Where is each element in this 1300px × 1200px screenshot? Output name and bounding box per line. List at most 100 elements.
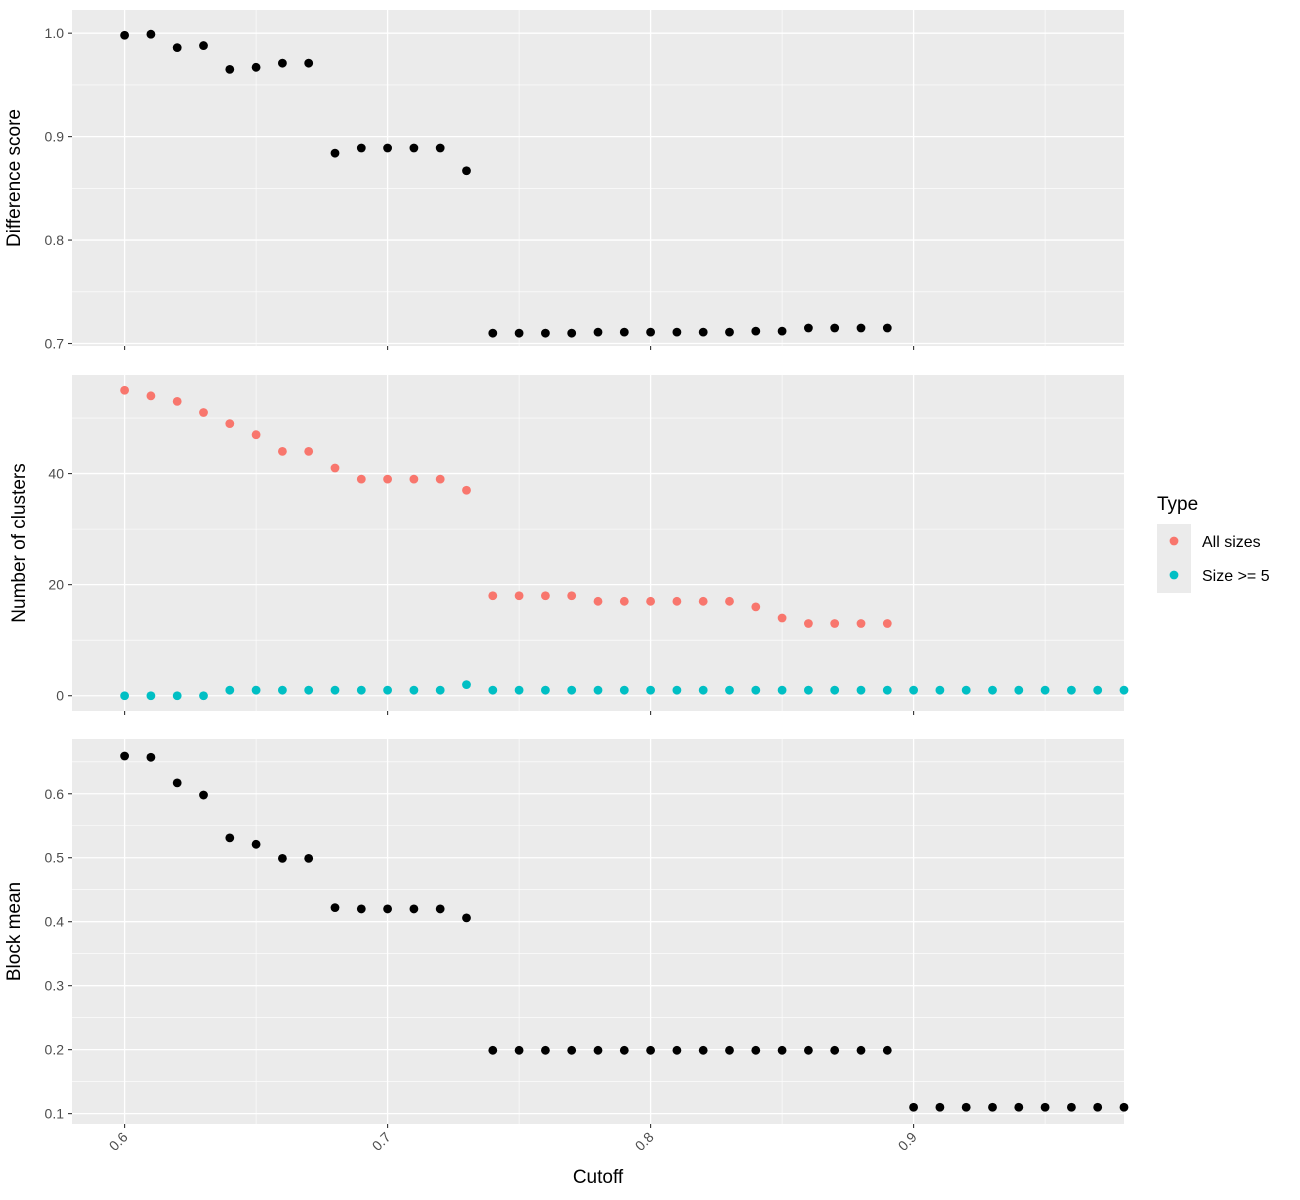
data-point [278,853,287,863]
data-point [409,143,419,153]
data-point [199,408,208,417]
data-point [830,1045,840,1055]
data-point [383,685,392,695]
data-point [1067,1102,1076,1112]
data-point [462,913,471,923]
data-point [830,323,840,333]
data-point [593,685,603,695]
legend-key-0 [1169,536,1179,546]
data-point [225,64,235,74]
data-point [751,602,761,612]
data-point [435,685,445,695]
data-point [541,1045,550,1055]
data-point [225,833,235,843]
data-point [383,474,392,484]
data-point [1014,1102,1024,1112]
data-point [120,691,129,701]
data-point [567,591,577,601]
data-point [698,685,708,695]
y-tick-label: 0.2 [45,1042,65,1058]
data-point [725,685,734,695]
data-point [567,685,577,695]
data-point [593,1045,603,1055]
panel-bottom: 0.1 0.2 0.3 0.4 0.5 0.6 Block mean [4,739,1129,1128]
data-point [488,591,498,601]
y-tick-label: 0.1 [45,1106,65,1122]
panel-background [72,739,1124,1124]
data-point [646,596,655,606]
data-point [804,619,813,628]
data-point [120,751,129,761]
data-point [488,685,498,695]
data-point [251,62,261,72]
data-point [751,326,761,336]
series-size-5 [120,680,1129,701]
data-point [278,58,287,68]
data-point [698,1045,708,1055]
data-point [856,1045,866,1055]
x-tick-label: 0.8 [632,1129,657,1154]
y-axis-title: Difference score [4,109,25,247]
data-point [777,1045,787,1055]
data-point [935,1102,945,1112]
data-point [172,43,182,53]
y-tick-label: 0 [56,688,64,704]
data-point [646,1045,655,1055]
data-point [146,391,156,401]
x-tick-label: 0.9 [895,1129,920,1154]
y-tick-label: 0.3 [45,978,65,994]
data-point [619,1045,629,1055]
data-point [356,904,366,914]
data-point [409,474,419,484]
data-point [304,853,314,863]
data-point [882,685,892,695]
legend-key-1 [1169,570,1179,580]
data-point [330,903,340,913]
data-point [882,1045,892,1055]
data-point [777,326,787,336]
data-point [172,396,182,406]
data-point [1119,1102,1129,1112]
data-point [961,1102,971,1112]
data-point [304,58,314,68]
data-point [856,685,866,695]
y-tick-label: 0.6 [45,786,65,802]
data-point [619,685,629,695]
data-point [725,596,734,606]
data-point [567,328,577,338]
y-tick-label: 40 [48,466,64,482]
data-point [804,323,813,333]
data-point [804,685,813,695]
data-point [304,446,314,456]
data-point [1093,685,1103,695]
legend: Type All sizes Size >= 5 [1157,494,1270,593]
data-point [988,685,997,695]
data-point [172,778,182,788]
data-point [514,328,524,338]
data-point [777,685,787,695]
data-point [698,327,708,337]
legend-label: All sizes [1202,534,1261,551]
data-point [488,1045,498,1055]
legend-title: Type [1157,494,1198,515]
panel-background [72,10,1124,346]
data-point [330,148,340,158]
data-point [1014,685,1024,695]
data-point [856,619,866,628]
data-point [672,685,682,695]
data-point [672,1045,682,1055]
y-tick-label: 0.4 [45,914,65,930]
data-point [988,1102,997,1112]
data-point [646,327,655,337]
data-point [225,419,235,428]
data-point [383,904,392,914]
data-point [435,143,445,153]
data-point [514,1045,524,1055]
data-point [146,29,156,39]
data-point [356,685,366,695]
data-point [567,1045,577,1055]
data-point [409,904,419,914]
y-axis-title: Block mean [4,882,25,981]
data-point [120,385,129,395]
